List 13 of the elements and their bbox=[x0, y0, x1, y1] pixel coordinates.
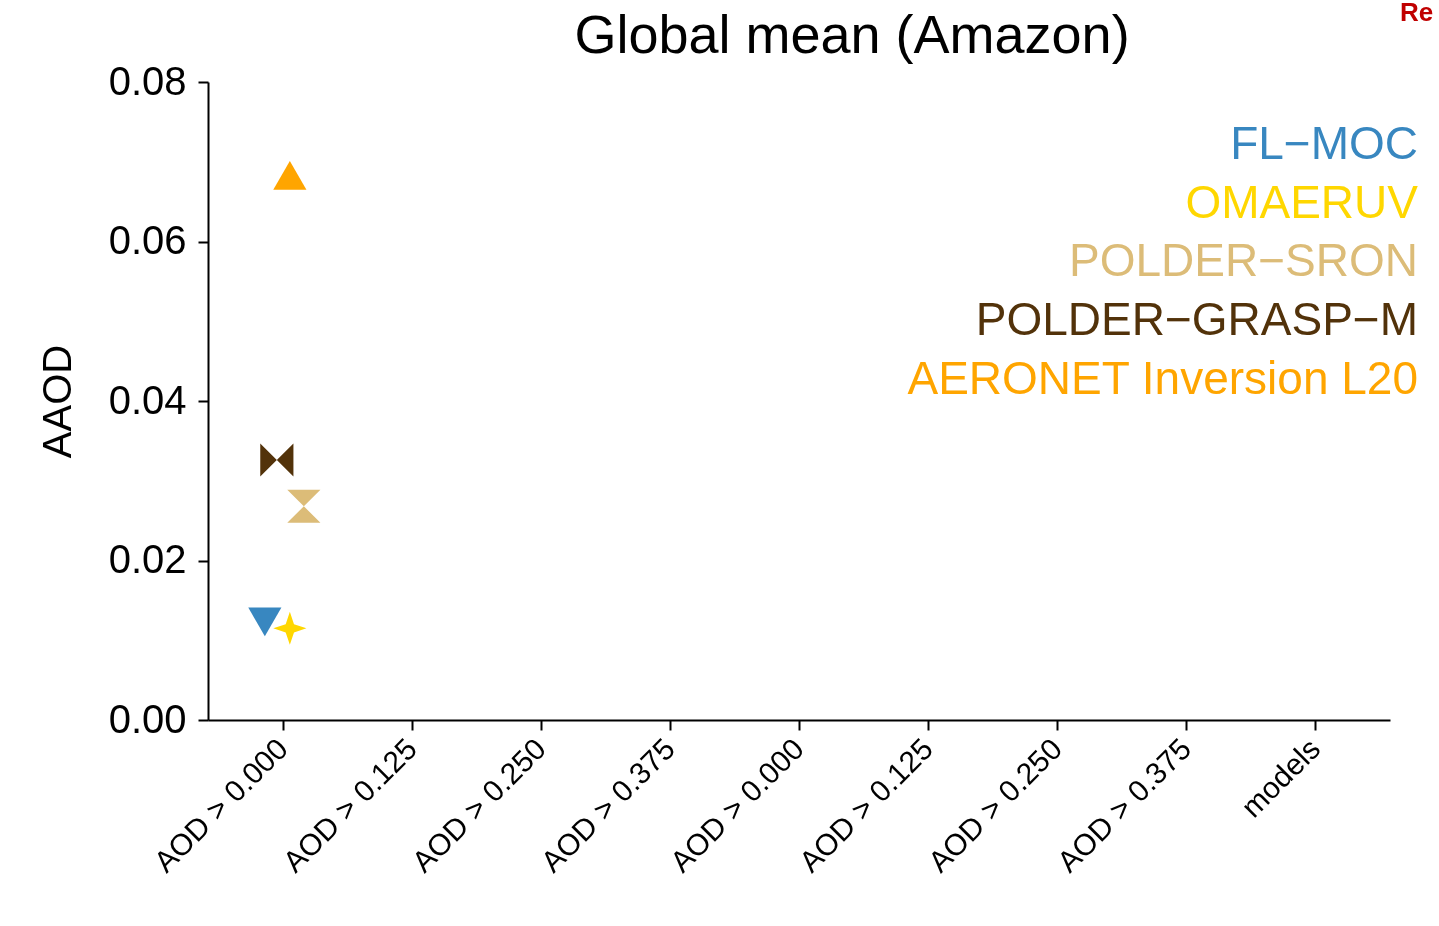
y-tick-label: 0.08 bbox=[108, 58, 187, 103]
text: POLDER−SRON bbox=[1069, 234, 1418, 287]
text: AERONET Inversion L20 bbox=[907, 351, 1418, 404]
text: Re bbox=[1400, 0, 1434, 27]
y-tick-label: 0.04 bbox=[108, 377, 187, 422]
y-tick-label: 0.02 bbox=[108, 537, 187, 581]
chart-title: Global mean (Amazon) bbox=[574, 4, 1130, 64]
text: FL−MOC bbox=[1230, 117, 1418, 169]
text: POLDER−GRASP−M bbox=[975, 293, 1418, 346]
y-tick-label: 0.00 bbox=[108, 696, 187, 741]
y-axis-title: AAOD bbox=[34, 344, 79, 459]
y-tick-label: 0.06 bbox=[108, 218, 187, 262]
text: OMAERUV bbox=[1185, 175, 1419, 228]
